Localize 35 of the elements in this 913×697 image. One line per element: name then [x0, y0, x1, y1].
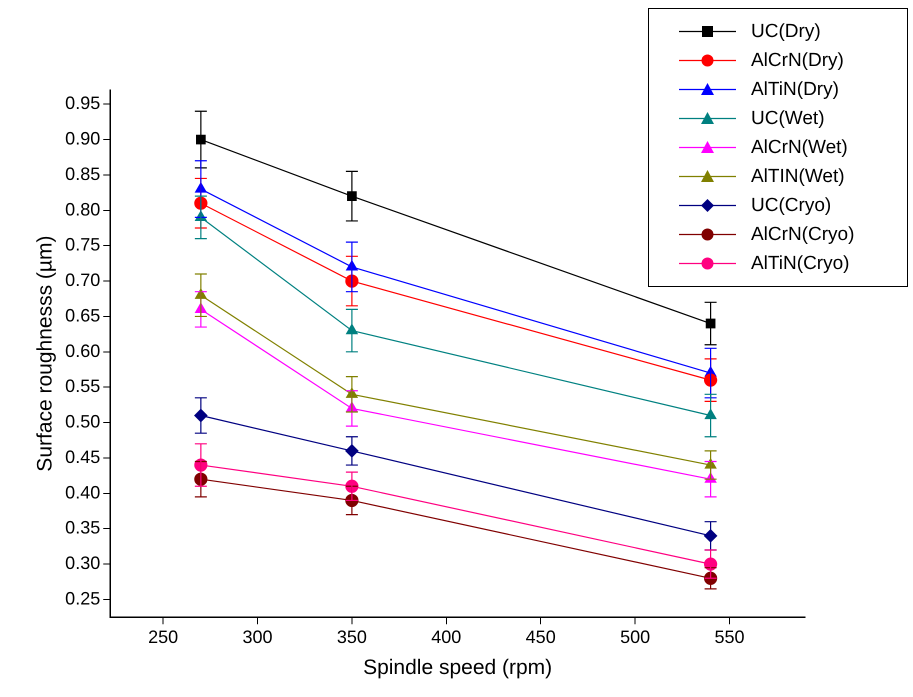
legend-label: AlTiN(Dry) [751, 78, 839, 100]
y-tick-label: 0.75 [65, 234, 100, 255]
x-tick-label: 500 [620, 626, 650, 647]
y-tick-label: 0.90 [65, 128, 100, 149]
x-tick-label: 550 [714, 626, 745, 647]
x-tick-label: 250 [148, 626, 178, 647]
legend-label: UC(Dry) [751, 20, 821, 42]
y-tick-label: 0.55 [65, 376, 100, 396]
y-tick-label: 0.80 [65, 199, 100, 220]
x-tick-label: 350 [336, 626, 367, 647]
y-tick-label: 0.50 [65, 412, 100, 432]
y-axis-title: Surface roughnesss (µm) [33, 236, 56, 472]
point [706, 318, 716, 328]
x-axis-title: Spindle speed (rpm) [363, 656, 552, 680]
y-tick-label: 0.65 [65, 305, 100, 326]
x-tick-label: 400 [431, 626, 462, 647]
y-tick-label: 0.45 [65, 446, 100, 467]
point [196, 134, 206, 144]
x-tick-label: 450 [526, 626, 556, 647]
y-tick-label: 0.35 [65, 518, 100, 538]
y-tick-label: 0.70 [65, 270, 100, 290]
y-tick-label: 0.60 [65, 340, 100, 361]
y-tick-label: 0.95 [65, 93, 100, 114]
legend-label: AlTIN(Wet) [751, 166, 845, 188]
legend-label: AlTiN(Cryo) [751, 252, 850, 274]
legend-label: AlCrN(Dry) [751, 50, 844, 72]
legend-label: AlCrN(Cryo) [751, 224, 854, 246]
y-tick-label: 0.25 [65, 588, 100, 608]
legend-label: UC(Cryo) [751, 194, 832, 216]
y-tick-label: 0.40 [65, 482, 100, 502]
y-tick-label: 0.85 [65, 164, 100, 184]
y-tick-label: 0.30 [65, 553, 100, 574]
legend-label: UC(Wet) [751, 108, 825, 130]
x-tick-label: 300 [242, 626, 273, 647]
legend-label: AlCrN(Wet) [751, 136, 848, 158]
